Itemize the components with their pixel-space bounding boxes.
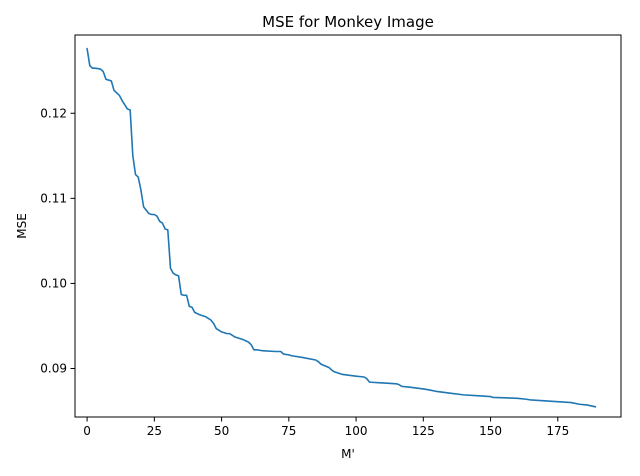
y-axis-label: MSE xyxy=(15,213,29,239)
y-tick-label: 0.12 xyxy=(40,106,67,120)
y-tick-label: 0.09 xyxy=(40,362,67,376)
x-tick-label: 150 xyxy=(479,424,502,438)
plot-frame xyxy=(74,34,622,418)
chart-title: MSE for Monkey Image xyxy=(262,13,434,31)
mse-series-line xyxy=(86,47,597,408)
y-tick-label: 0.11 xyxy=(40,191,67,205)
series-layer xyxy=(86,47,597,408)
x-axis-label: M' xyxy=(341,447,355,461)
x-tick-label: 175 xyxy=(546,424,569,438)
x-tick-label: 0 xyxy=(83,424,91,438)
x-tick-label: 75 xyxy=(281,424,296,438)
y-tick-label: 0.10 xyxy=(40,276,67,290)
x-tick-label: 100 xyxy=(345,424,368,438)
x-tick-label: 50 xyxy=(214,424,229,438)
x-tick-label: 25 xyxy=(147,424,162,438)
axis-ticks: 0 25 50 75 100 125 150 175 0.09 0.10 0.11 0.12 xyxy=(40,106,569,438)
x-tick-label: 125 xyxy=(412,424,435,438)
